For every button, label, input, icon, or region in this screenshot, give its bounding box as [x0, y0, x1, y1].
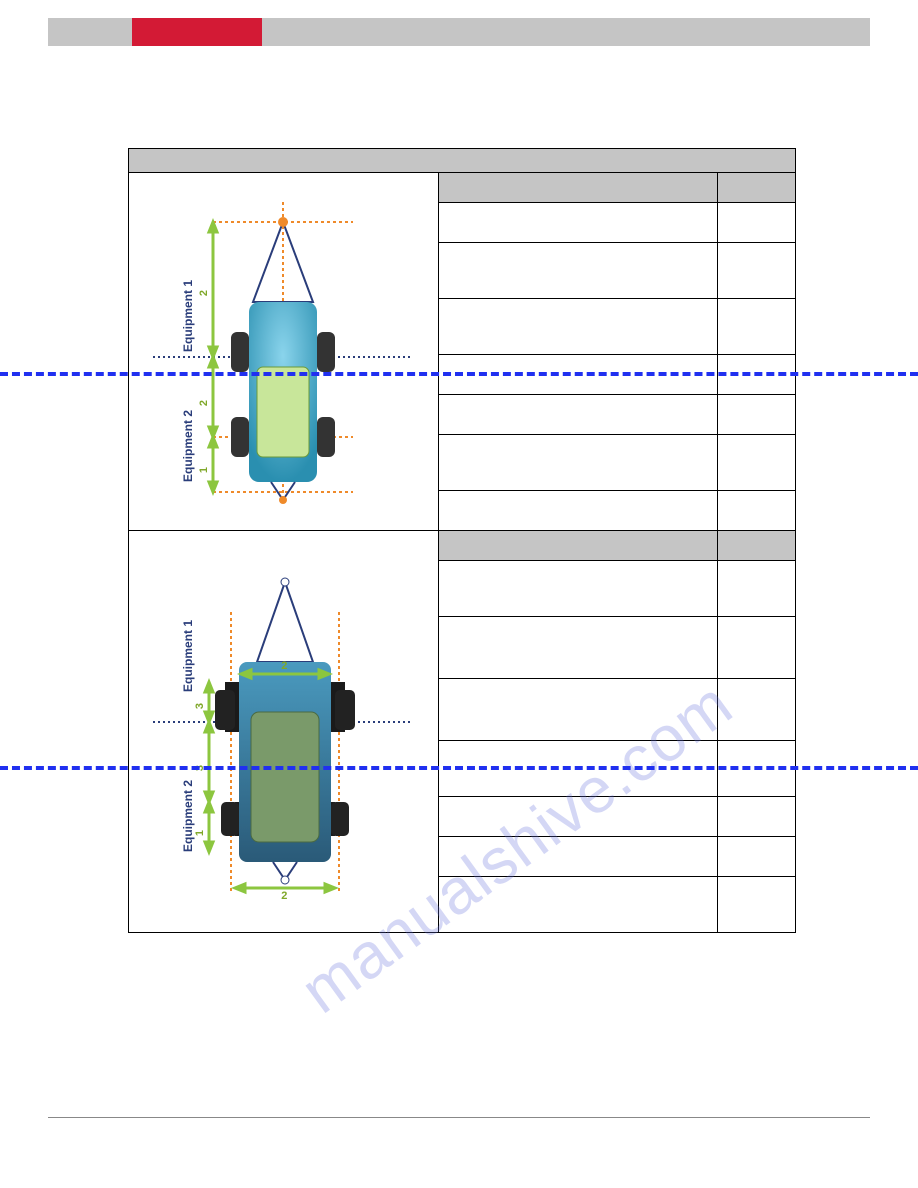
row-label [438, 741, 718, 797]
table-title [129, 149, 796, 173]
row-value [718, 741, 796, 797]
tractor-diagram: Equipment 1 Equipment 2 2 2 1 [153, 192, 413, 512]
row-value [718, 617, 796, 679]
row-label [438, 797, 718, 837]
row-value [718, 203, 796, 243]
row-value [718, 299, 796, 355]
row-value [718, 837, 796, 877]
row-value [718, 491, 796, 531]
equipment-2-label: Equipment 2 [181, 779, 195, 851]
dim-3a: 3 [194, 702, 206, 708]
dim-2b: 2 [198, 399, 210, 405]
row-value [718, 679, 796, 741]
diagram-cell-2: Equipment 1 Equipment 2 3 3 1 2 2 [129, 531, 439, 933]
section-header-row: Equipment 1 Equipment 2 2 2 1 [129, 173, 796, 203]
dim-1: 1 [198, 466, 210, 472]
row-value [718, 797, 796, 837]
section-1-header-value [718, 173, 796, 203]
row-label [438, 203, 718, 243]
row-value [718, 395, 796, 435]
dim-3b: 3 [194, 764, 206, 770]
section-2-header-value [718, 531, 796, 561]
row-label [438, 299, 718, 355]
row-value [718, 355, 796, 395]
table-title-row [129, 149, 796, 173]
footer-rule [48, 1117, 870, 1118]
row-value [718, 435, 796, 491]
row-label [438, 561, 718, 617]
geometry-table: Equipment 1 Equipment 2 2 2 1 [128, 148, 796, 933]
row-label [438, 679, 718, 741]
diagram-cell-1: Equipment 1 Equipment 2 2 2 1 [129, 173, 439, 531]
row-value [718, 243, 796, 299]
row-value [718, 561, 796, 617]
dim-2a: 2 [198, 289, 210, 295]
row-label [438, 355, 718, 395]
row-label [438, 435, 718, 491]
row-label [438, 837, 718, 877]
section-2-header-label [438, 531, 718, 561]
row-label [438, 395, 718, 435]
row-label [438, 491, 718, 531]
row-label [438, 877, 718, 933]
row-value [718, 877, 796, 933]
dim-1: 1 [194, 829, 206, 835]
section-1-header-label [438, 173, 718, 203]
equipment-1-label: Equipment 1 [181, 279, 195, 351]
row-label [438, 617, 718, 679]
row-label [438, 243, 718, 299]
equipment-2-label: Equipment 2 [181, 409, 195, 481]
equipment-1-label: Equipment 1 [181, 619, 195, 691]
dim-2b: 2 [281, 890, 287, 902]
dim-2a: 2 [281, 660, 287, 672]
sprayer-diagram: Equipment 1 Equipment 2 3 3 1 2 2 [153, 552, 413, 912]
section-header-row: Equipment 1 Equipment 2 3 3 1 2 2 [129, 531, 796, 561]
header-accent [132, 18, 262, 46]
